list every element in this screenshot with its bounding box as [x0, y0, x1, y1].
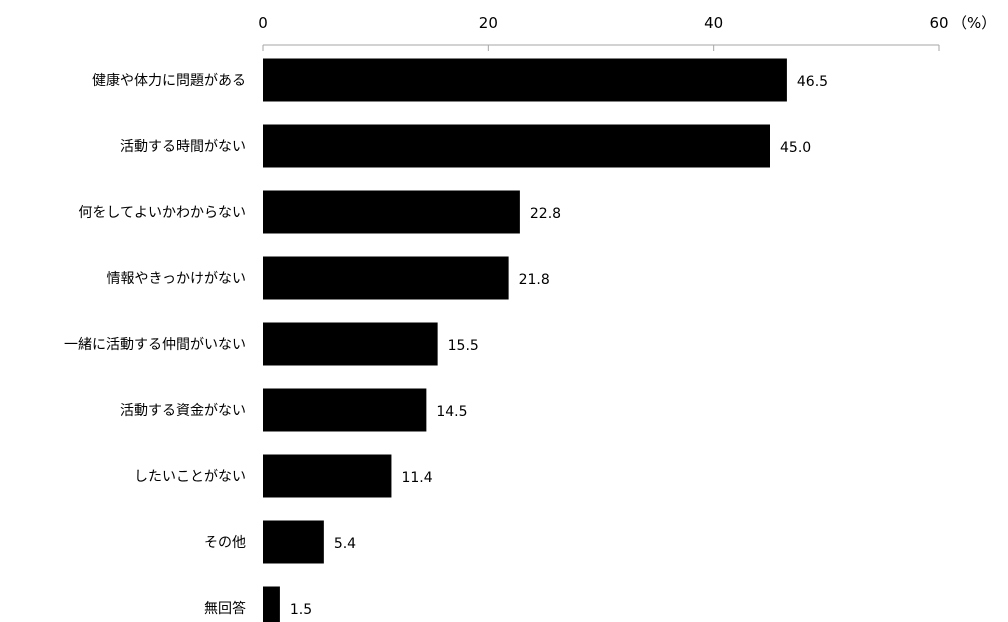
bar [263, 58, 787, 102]
value-label: 45.0 [780, 140, 811, 156]
x-tick-label: 40 [704, 14, 723, 32]
bar [263, 322, 438, 366]
value-label: 14.5 [436, 404, 467, 420]
bars [263, 58, 787, 622]
category-label: 一緒に活動する仲間がいない [64, 337, 246, 353]
category-label: 無回答 [204, 600, 246, 617]
value-label: 11.4 [401, 470, 432, 486]
value-label: 5.4 [334, 536, 356, 552]
x-axis: 0 20 40 60 [258, 14, 949, 51]
category-label: 健康や体力に問題がある [92, 72, 246, 89]
value-label: 1.5 [290, 602, 312, 618]
category-label: その他 [204, 535, 246, 551]
bar [263, 124, 770, 168]
bar [263, 190, 520, 234]
bar [263, 454, 392, 498]
category-label: 活動する資金がない [120, 403, 246, 419]
value-label: 15.5 [448, 338, 479, 354]
x-tick-label: 0 [258, 14, 268, 32]
x-axis-unit-label: （%） [952, 14, 996, 32]
value-label: 21.8 [519, 272, 550, 288]
category-labels: 健康や体力に問題がある活動する時間がない何をしてよいかわからない情報やきっかけが… [64, 72, 246, 617]
bar [263, 388, 427, 432]
value-label: 46.5 [797, 74, 828, 90]
category-label: 何をしてよいかわからない [78, 205, 246, 221]
bar [263, 256, 509, 300]
category-label: 情報やきっかけがない [107, 271, 246, 287]
value-labels: 46.5 45.0 22.8 21.8 15.5 14.5 11.4 5.4 1.5 [290, 74, 828, 618]
value-label: 22.8 [530, 206, 561, 222]
category-label: 活動する時間がない [120, 139, 246, 155]
x-tick-label: 60 [929, 14, 948, 32]
x-tick-label: 20 [479, 14, 498, 32]
bar [263, 586, 280, 622]
bar [263, 520, 324, 564]
category-label: したいことがない [134, 469, 246, 485]
